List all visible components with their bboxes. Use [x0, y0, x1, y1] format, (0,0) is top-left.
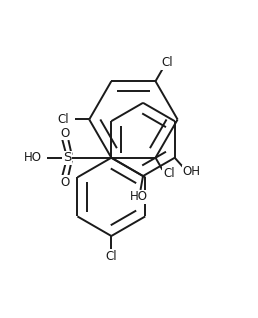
Text: OH: OH: [182, 165, 200, 178]
Text: HO: HO: [130, 190, 148, 203]
Text: Cl: Cl: [163, 167, 175, 180]
Text: O: O: [61, 176, 70, 189]
Text: Cl: Cl: [162, 56, 173, 69]
Text: Cl: Cl: [106, 250, 117, 263]
Text: S: S: [63, 151, 71, 164]
Text: Cl: Cl: [58, 113, 69, 126]
Text: O: O: [61, 127, 70, 140]
Text: HO: HO: [24, 151, 42, 164]
